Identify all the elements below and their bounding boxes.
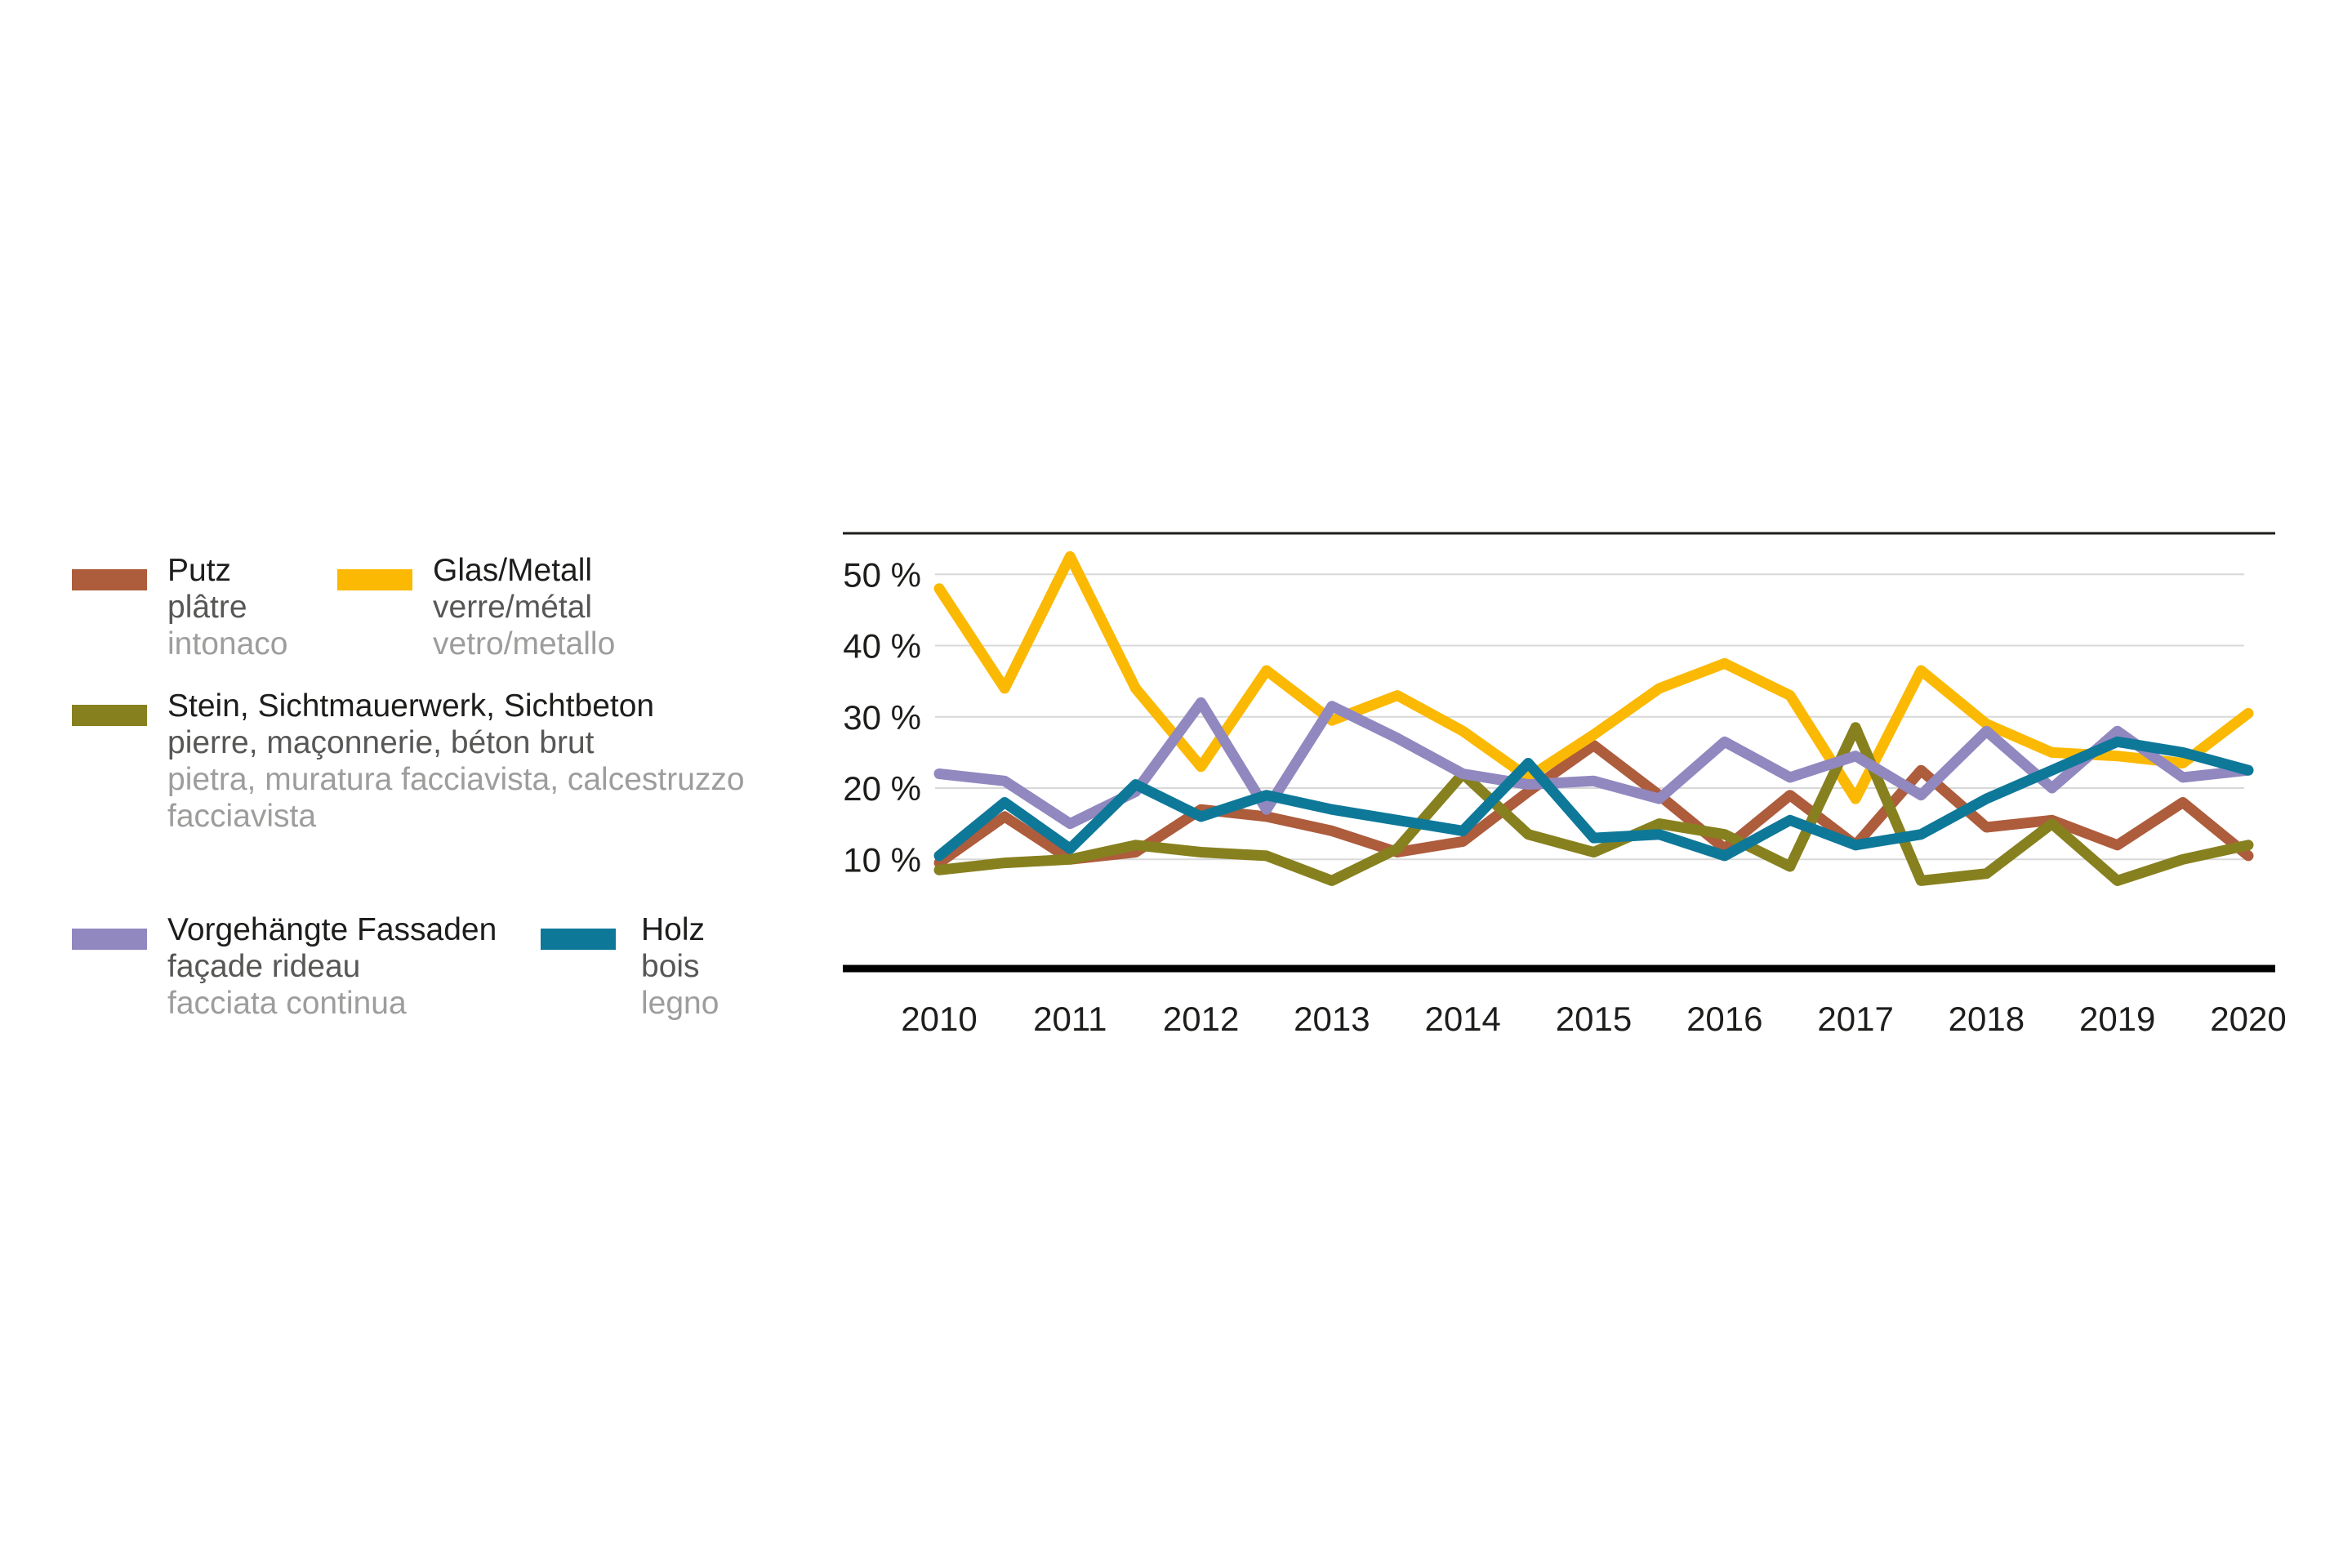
legend-label-holz: Holz bois legno [641, 911, 886, 1022]
legend-label-stein: Stein, Sichtmauerwerk, Sichtbeton pierre… [167, 688, 821, 835]
legend-label-it: legno [641, 986, 719, 1021]
series-line-glas [933, 550, 2254, 804]
legend-swatch-stein [72, 705, 147, 726]
legend-swatch-glas [337, 569, 412, 590]
x-tick-label: 2015 [1556, 1000, 1632, 1038]
legend-label-it: pietra, muratura facciavista, calcestruz… [167, 762, 745, 834]
legend-label-fr: verre/métal [433, 590, 593, 625]
x-tick-label: 2017 [1817, 1000, 1893, 1038]
legend-label-it: facciata continua [167, 986, 407, 1021]
y-tick-label: 50 % [843, 555, 921, 594]
x-tick-label: 2010 [901, 1000, 977, 1038]
legend-swatch-putz [72, 569, 147, 590]
x-tick-label: 2018 [1949, 1000, 2025, 1038]
legend-label-de: Stein, Sichtmauerwerk, Sichtbeton [167, 688, 655, 724]
series-line-stein [933, 722, 2254, 886]
series-line-putz [933, 740, 2254, 869]
legend-label-vorg: Vorgehängte Fassaden façade rideau facci… [167, 911, 543, 1022]
legend-label-glas: Glas/Metall verre/métal vetro/metallo [433, 552, 808, 662]
x-tick-label: 2014 [1424, 1000, 1500, 1038]
x-tick-label: 2012 [1163, 1000, 1239, 1038]
y-tick-label: 10 % [843, 840, 921, 879]
legend-swatch-holz [541, 929, 616, 950]
legend-label-de: Vorgehängte Fassaden [167, 912, 497, 947]
legend-swatch-vorg [72, 929, 147, 950]
x-tick-label: 2011 [1033, 1000, 1107, 1038]
x-tick-label: 2019 [2079, 1000, 2155, 1038]
legend-label-de: Glas/Metall [433, 553, 593, 588]
legend-label-it: intonaco [167, 626, 288, 662]
y-tick-label: 40 % [843, 627, 921, 666]
y-tick-label: 20 % [843, 769, 921, 808]
legend-label-fr: bois [641, 949, 700, 984]
series-line-holz [933, 736, 2254, 862]
x-tick-label: 2016 [1686, 1000, 1762, 1038]
legend-label-it: vetro/metallo [433, 626, 616, 662]
y-tick-label: 30 % [843, 698, 921, 737]
legend-label-fr: pierre, maçonnerie, béton brut [167, 725, 595, 760]
x-tick-label: 2013 [1294, 1000, 1370, 1038]
legend-label-de: Putz [167, 553, 232, 588]
x-tick-label: 2020 [2210, 1000, 2286, 1038]
legend-label-fr: façade rideau [167, 949, 361, 984]
legend-label-fr: plâtre [167, 590, 247, 625]
series-line-vorg [933, 697, 2254, 830]
legend-label-de: Holz [641, 912, 706, 947]
legend-label-putz: Putz plâtre intonaco [167, 552, 412, 662]
